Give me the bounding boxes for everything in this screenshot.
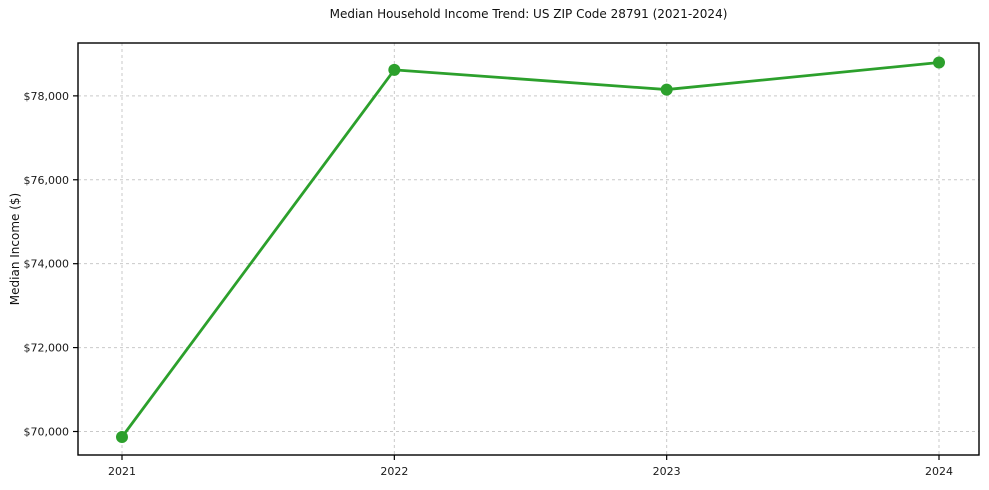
y-tick-label: $78,000 <box>24 90 70 103</box>
data-point <box>933 56 945 69</box>
chart-title: Median Household Income Trend: US ZIP Co… <box>329 7 728 21</box>
x-tick-label: 2021 <box>108 465 136 478</box>
data-point <box>660 83 673 96</box>
data-point <box>116 430 128 443</box>
y-tick-label: $72,000 <box>24 342 70 355</box>
x-tick-label: 2022 <box>380 465 408 478</box>
y-axis-label: Median Income ($) <box>8 192 22 306</box>
data-point <box>388 63 401 76</box>
y-tick-label: $70,000 <box>24 426 70 439</box>
plot-border <box>77 42 980 456</box>
y-tick-label: $76,000 <box>24 174 70 187</box>
y-tick-label: $74,000 <box>24 258 70 271</box>
x-tick-label: 2023 <box>653 465 681 478</box>
plot-area <box>78 43 979 455</box>
x-tick-label: 2024 <box>925 465 953 478</box>
trend-line <box>120 61 941 439</box>
